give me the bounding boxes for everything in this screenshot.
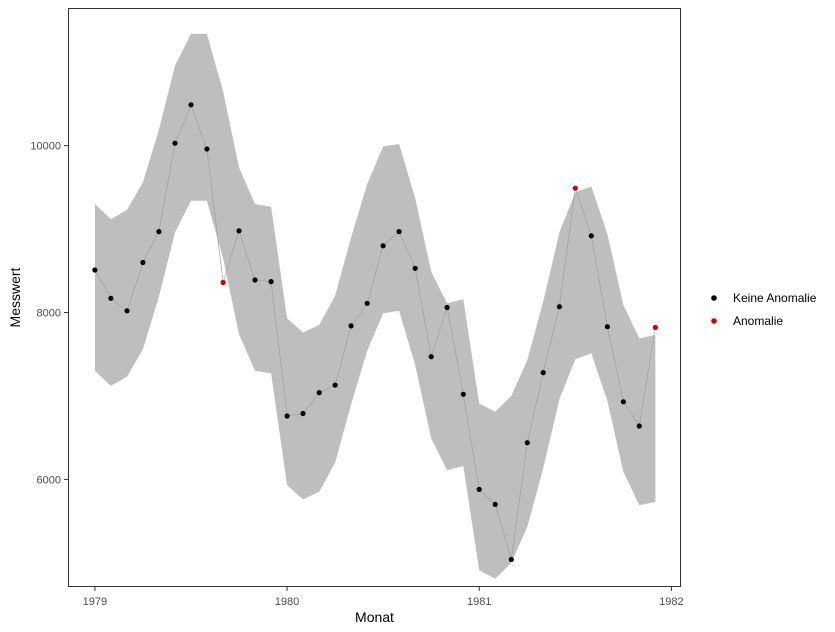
data-point <box>428 354 434 360</box>
anomaly-point <box>652 324 659 331</box>
legend-marker-anomaly <box>711 318 717 324</box>
data-point <box>140 259 146 266</box>
legend-label-normal: Keine Anomalie <box>733 291 817 305</box>
data-point <box>380 243 386 249</box>
data-point <box>252 277 258 283</box>
confidence-band <box>94 33 656 579</box>
data-point <box>540 370 546 376</box>
legend: Keine Anomalie Anomalie <box>711 291 817 328</box>
band-area <box>94 33 656 579</box>
plot-panel-border <box>68 8 681 587</box>
y-tick-label: 10000 <box>30 141 61 153</box>
data-point <box>188 102 194 108</box>
x-axis: 1979 1980 1981 1982 <box>83 587 684 608</box>
anomaly-point <box>220 279 226 286</box>
anomaly-point <box>572 185 578 191</box>
legend-marker-normal <box>711 295 717 301</box>
data-point <box>620 399 627 405</box>
data-point <box>268 279 274 285</box>
data-point <box>412 265 418 271</box>
y-axis-title: Messwert <box>7 267 23 327</box>
data-point <box>588 233 594 239</box>
data-point <box>300 410 306 417</box>
data-points <box>92 102 659 563</box>
series-line-group <box>94 103 656 560</box>
y-tick-label: 8000 <box>37 308 61 320</box>
data-point <box>92 267 98 273</box>
data-point <box>236 228 242 234</box>
data-point <box>316 390 322 396</box>
data-point <box>332 382 338 388</box>
data-point <box>476 486 482 492</box>
data-point <box>284 413 290 419</box>
data-point <box>460 391 466 397</box>
x-tick-label: 1979 <box>83 596 107 608</box>
data-point <box>556 304 563 310</box>
data-point <box>172 140 178 146</box>
y-tick-label: 6000 <box>37 474 61 486</box>
x-tick-label: 1982 <box>659 596 683 608</box>
x-axis-title: Monat <box>355 609 394 625</box>
data-point <box>348 323 354 329</box>
data-point <box>444 304 450 311</box>
x-tick-label: 1980 <box>275 596 299 608</box>
data-point <box>108 295 114 301</box>
data-point <box>508 556 514 563</box>
data-point <box>524 440 530 446</box>
data-point <box>604 324 611 330</box>
data-point <box>156 229 162 235</box>
x-tick-label: 1981 <box>467 596 491 608</box>
data-point <box>492 501 498 507</box>
data-point <box>396 229 402 235</box>
y-axis: 6000 8000 10000 <box>30 141 68 486</box>
legend-label-anomaly: Anomalie <box>733 314 783 328</box>
data-point <box>124 308 130 314</box>
data-point <box>364 300 370 306</box>
series-line <box>94 103 656 560</box>
data-point <box>204 146 210 152</box>
data-point <box>636 423 642 429</box>
